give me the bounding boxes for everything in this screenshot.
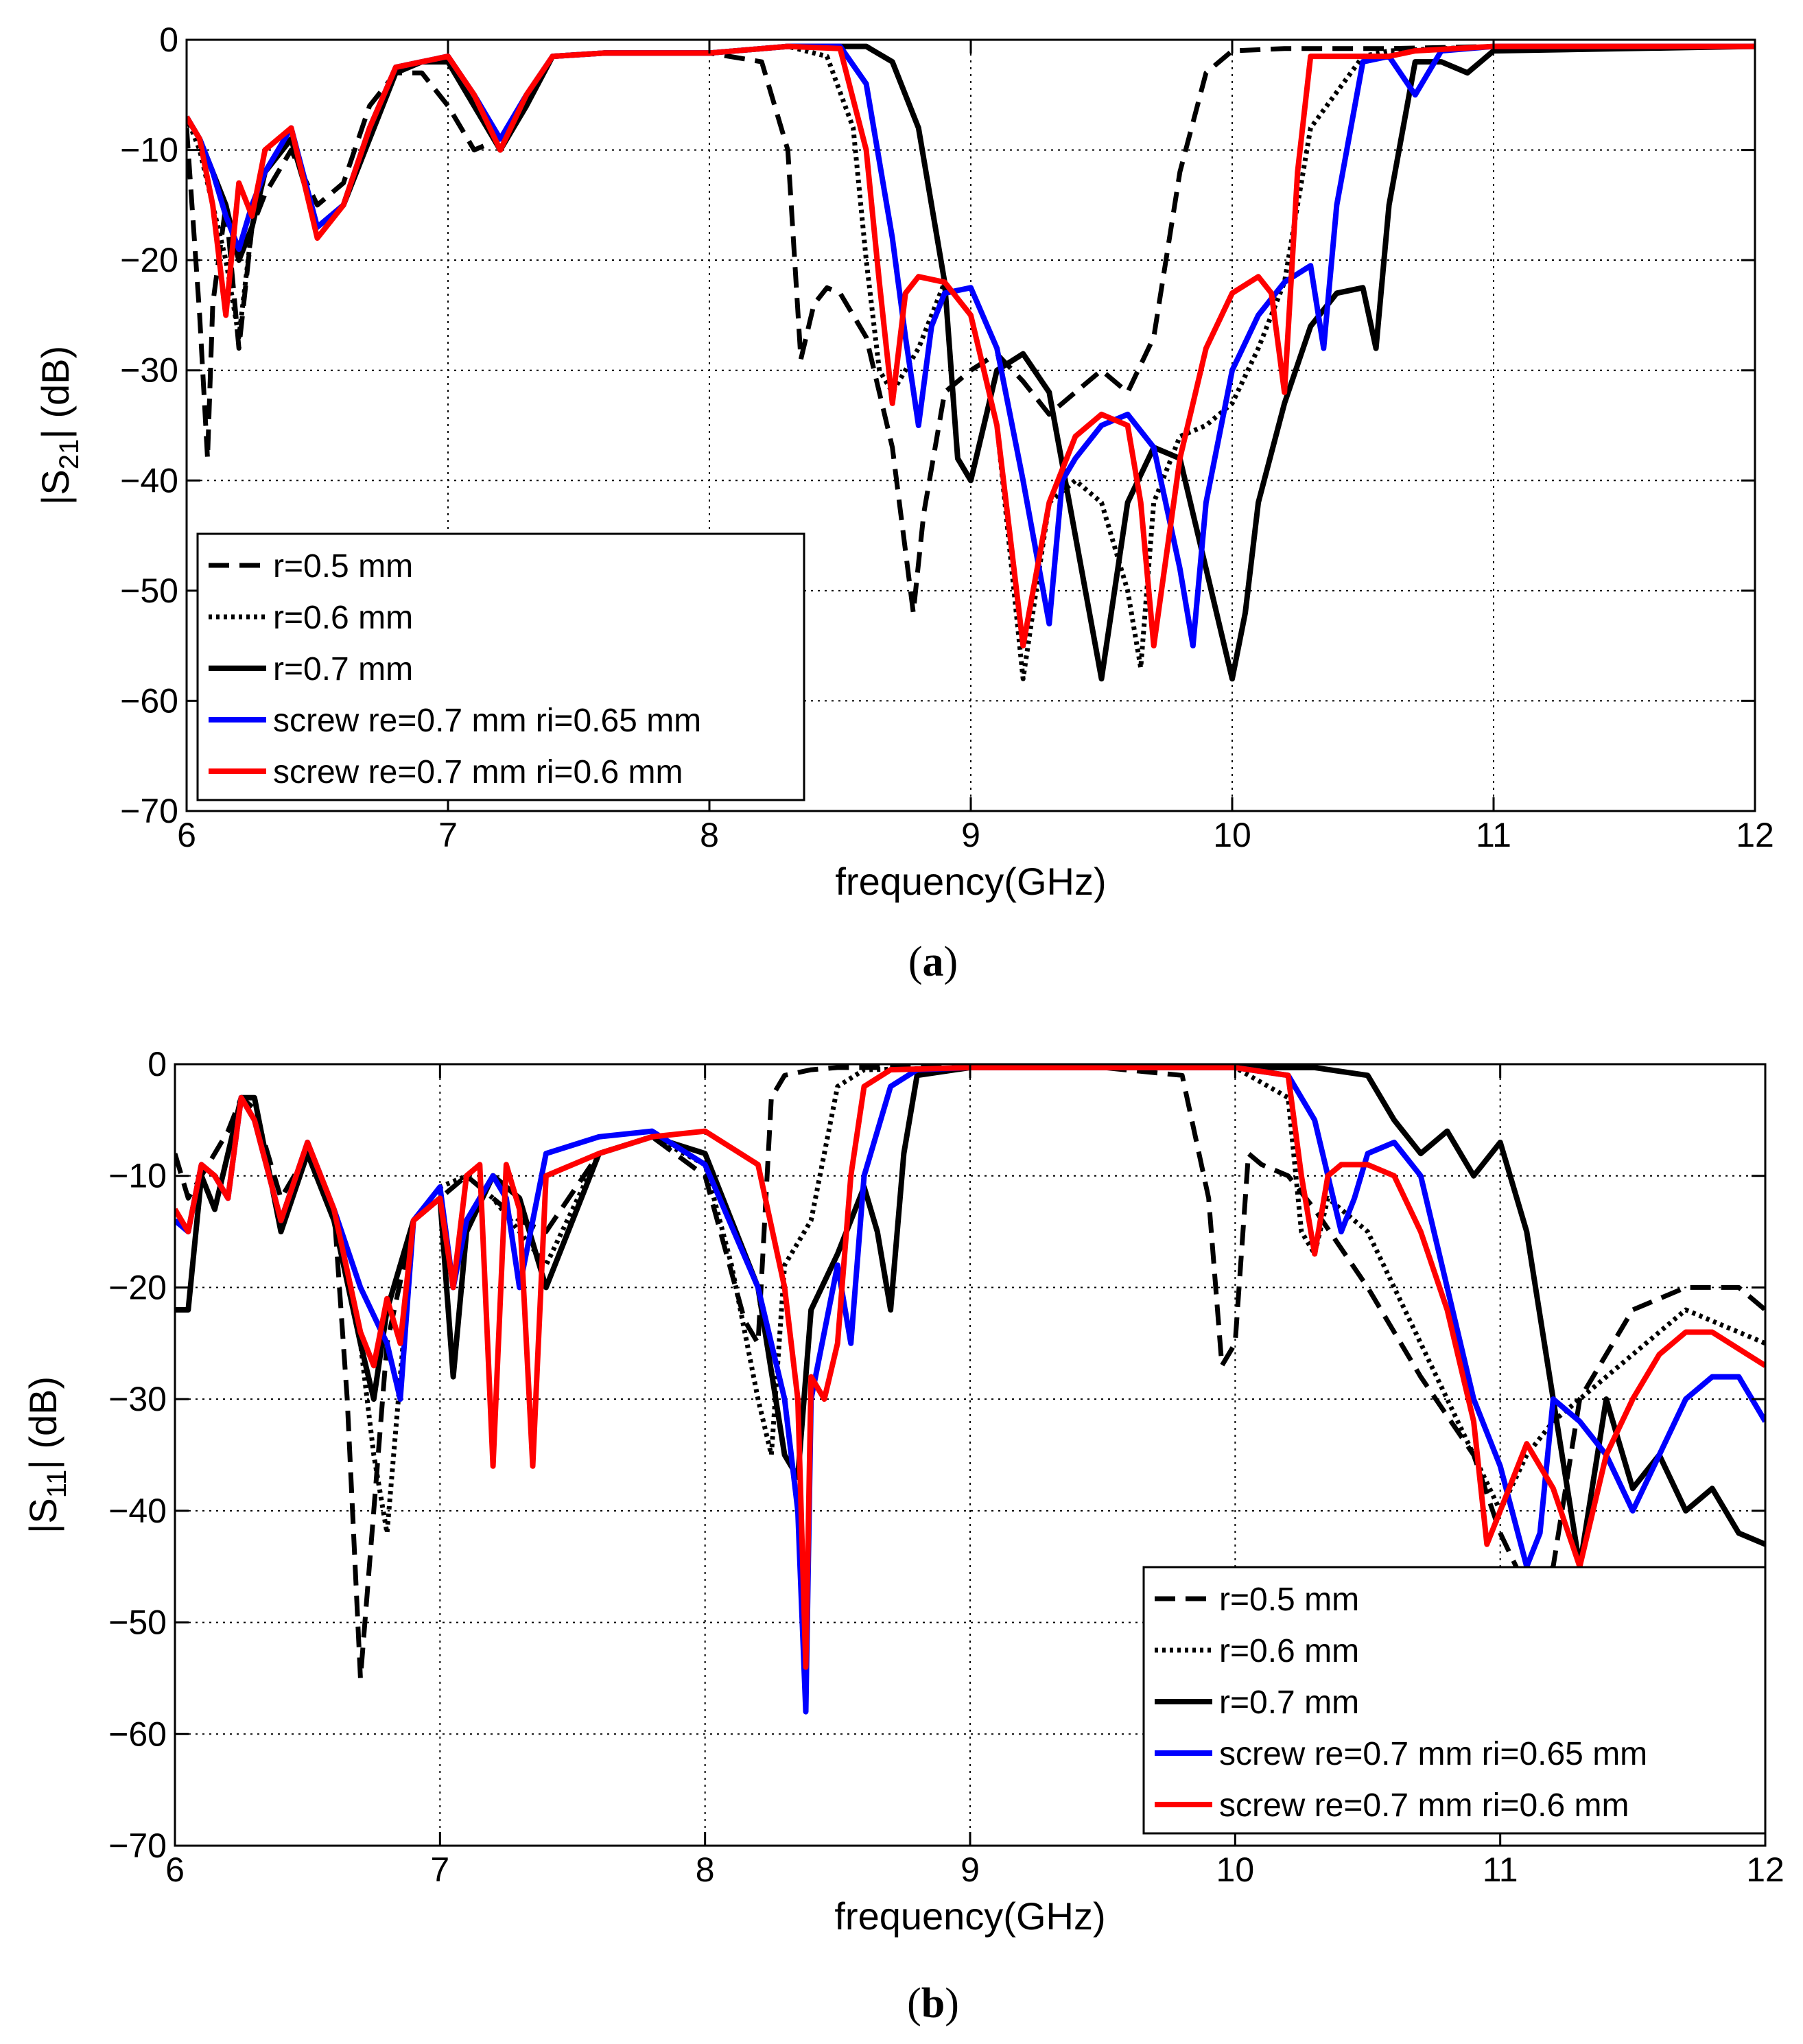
legend: r=0.5 mm r=0.6 mm r=0.7 mm screw re=0.7 mm …: [196, 532, 805, 801]
x-tick-label: 6: [165, 1851, 185, 1889]
series-line-4: [187, 43, 1755, 649]
panel-b: 6 7 8 9 10 11 12 0 −10 −20 −30 −40 −50 −60 −70 frequenc…: [21, 1045, 1784, 2027]
x-tick-label: 10: [1213, 816, 1251, 854]
y-tick-label: −30: [108, 1380, 167, 1418]
x-tick-label: 8: [700, 816, 719, 854]
series-line-1: [187, 44, 1755, 615]
panel-a: 6 7 8 9 10 11 12 0 −10 −20 −30 −40 −50 −60 −70 frequenc…: [34, 21, 1774, 985]
y-axis-title-subscript: 11: [42, 1470, 72, 1499]
legend-label-5: screw re=0.7 mm ri=0.6 mm: [273, 754, 683, 790]
x-tick-label: 11: [1483, 1851, 1518, 1889]
y-tick-label: −60: [120, 681, 178, 720]
panel-caption-open: (: [908, 939, 923, 985]
x-tick-label: 7: [438, 816, 458, 854]
y-axis-title-suffix: | (dB): [21, 1376, 64, 1470]
panel-caption-close: ): [944, 939, 958, 985]
legend-box: [196, 532, 805, 801]
x-tick-label: 9: [961, 1851, 980, 1889]
y-tick-label: −70: [120, 792, 178, 830]
series-line-2: [187, 44, 1755, 681]
x-axis-title: frequency(GHz): [834, 1894, 1105, 1938]
y-tick-label: −60: [108, 1715, 167, 1753]
y-tick-label: −40: [108, 1492, 167, 1530]
legend: r=0.5 mm r=0.6 mm r=0.7 mm screw re=0.7 mm …: [1142, 1566, 1767, 1835]
y-tick-label: −20: [120, 241, 178, 279]
panel-caption: (b): [907, 1980, 959, 2027]
series-line-5: [175, 1064, 1765, 1670]
y-tick-label: −40: [120, 461, 178, 500]
legend-label-5: screw re=0.7 mm ri=0.6 mm: [1219, 1787, 1629, 1824]
legend-label-1: r=0.5 mm: [1219, 1582, 1359, 1618]
legend-label-2: r=0.6 mm: [1219, 1633, 1359, 1669]
series-line-3: [175, 1064, 1765, 1570]
panel-caption-letter: b: [921, 1980, 945, 2027]
y-tick-label: −50: [108, 1604, 167, 1642]
legend-label-3: r=0.7 mm: [1219, 1684, 1359, 1721]
panel-caption-close: ): [945, 1980, 959, 2027]
legend-label-3: r=0.7 mm: [273, 651, 413, 688]
x-tick-label: 6: [177, 816, 196, 854]
panel-caption-letter: a: [923, 939, 944, 985]
x-tick-label: 9: [961, 816, 980, 854]
y-axis-title: |S11| (dB): [21, 1376, 72, 1534]
series-line-4: [175, 1064, 1765, 1715]
y-tick-label: 0: [159, 21, 178, 59]
y-tick-label: 0: [148, 1045, 167, 1083]
series-group: [175, 1064, 1765, 1715]
x-tick-label: 12: [1736, 816, 1774, 854]
y-tick-label: −20: [108, 1268, 167, 1306]
x-tick-label: 10: [1216, 1851, 1255, 1889]
series-group: [187, 43, 1755, 682]
x-tick-label: 8: [696, 1851, 715, 1889]
legend-label-2: r=0.6 mm: [273, 600, 413, 636]
x-tick-label: 7: [430, 1851, 449, 1889]
y-tick-label: −70: [108, 1826, 167, 1865]
legend-label-4: screw re=0.7 mm ri=0.65 mm: [1219, 1736, 1647, 1772]
y-axis-title-subscript: 21: [54, 439, 84, 470]
x-axis-title: frequency(GHz): [835, 860, 1106, 903]
panel-caption-open: (: [907, 1980, 921, 2027]
y-axis-title-prefix: |S: [34, 469, 77, 505]
x-tick-label: 12: [1746, 1851, 1784, 1889]
y-axis-title-prefix: |S: [21, 1498, 64, 1534]
y-tick-label: −30: [120, 351, 178, 390]
y-tick-label: −50: [120, 572, 178, 610]
panel-caption: (a): [908, 939, 958, 985]
legend-label-1: r=0.5 mm: [273, 548, 413, 585]
y-axis-title-suffix: | (dB): [34, 346, 77, 439]
legend-label-4: screw re=0.7 mm ri=0.65 mm: [273, 703, 701, 739]
y-axis-title: |S21| (dB): [34, 346, 84, 505]
legend-box: [1142, 1566, 1767, 1835]
y-tick-label: −10: [108, 1157, 167, 1195]
y-tick-label: −10: [120, 131, 178, 169]
x-tick-label: 11: [1476, 816, 1511, 854]
series-line-5: [187, 43, 1755, 649]
